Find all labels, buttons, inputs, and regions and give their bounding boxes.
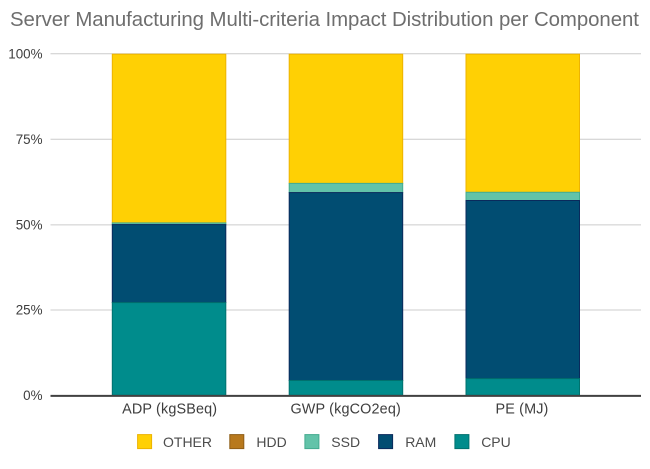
svg-text:Server Manufacturing Multi-cri: Server Manufacturing Multi-criteria Impa…	[10, 9, 639, 31]
svg-text:PE (MJ): PE (MJ)	[495, 401, 548, 417]
svg-text:GWP (kgCO2eq): GWP (kgCO2eq)	[290, 401, 400, 417]
svg-text:100%: 100%	[8, 46, 42, 61]
svg-text:50%: 50%	[16, 218, 43, 233]
svg-text:25%: 25%	[16, 302, 43, 317]
svg-text:0%: 0%	[23, 388, 42, 403]
svg-text:SSD: SSD	[331, 434, 360, 450]
svg-text:RAM: RAM	[405, 434, 436, 450]
svg-text:HDD: HDD	[256, 434, 286, 450]
svg-text:OTHER: OTHER	[163, 434, 212, 450]
svg-text:75%: 75%	[16, 132, 43, 147]
svg-text:CPU: CPU	[481, 434, 511, 450]
svg-text:ADP (kgSBeq): ADP (kgSBeq)	[122, 401, 217, 417]
